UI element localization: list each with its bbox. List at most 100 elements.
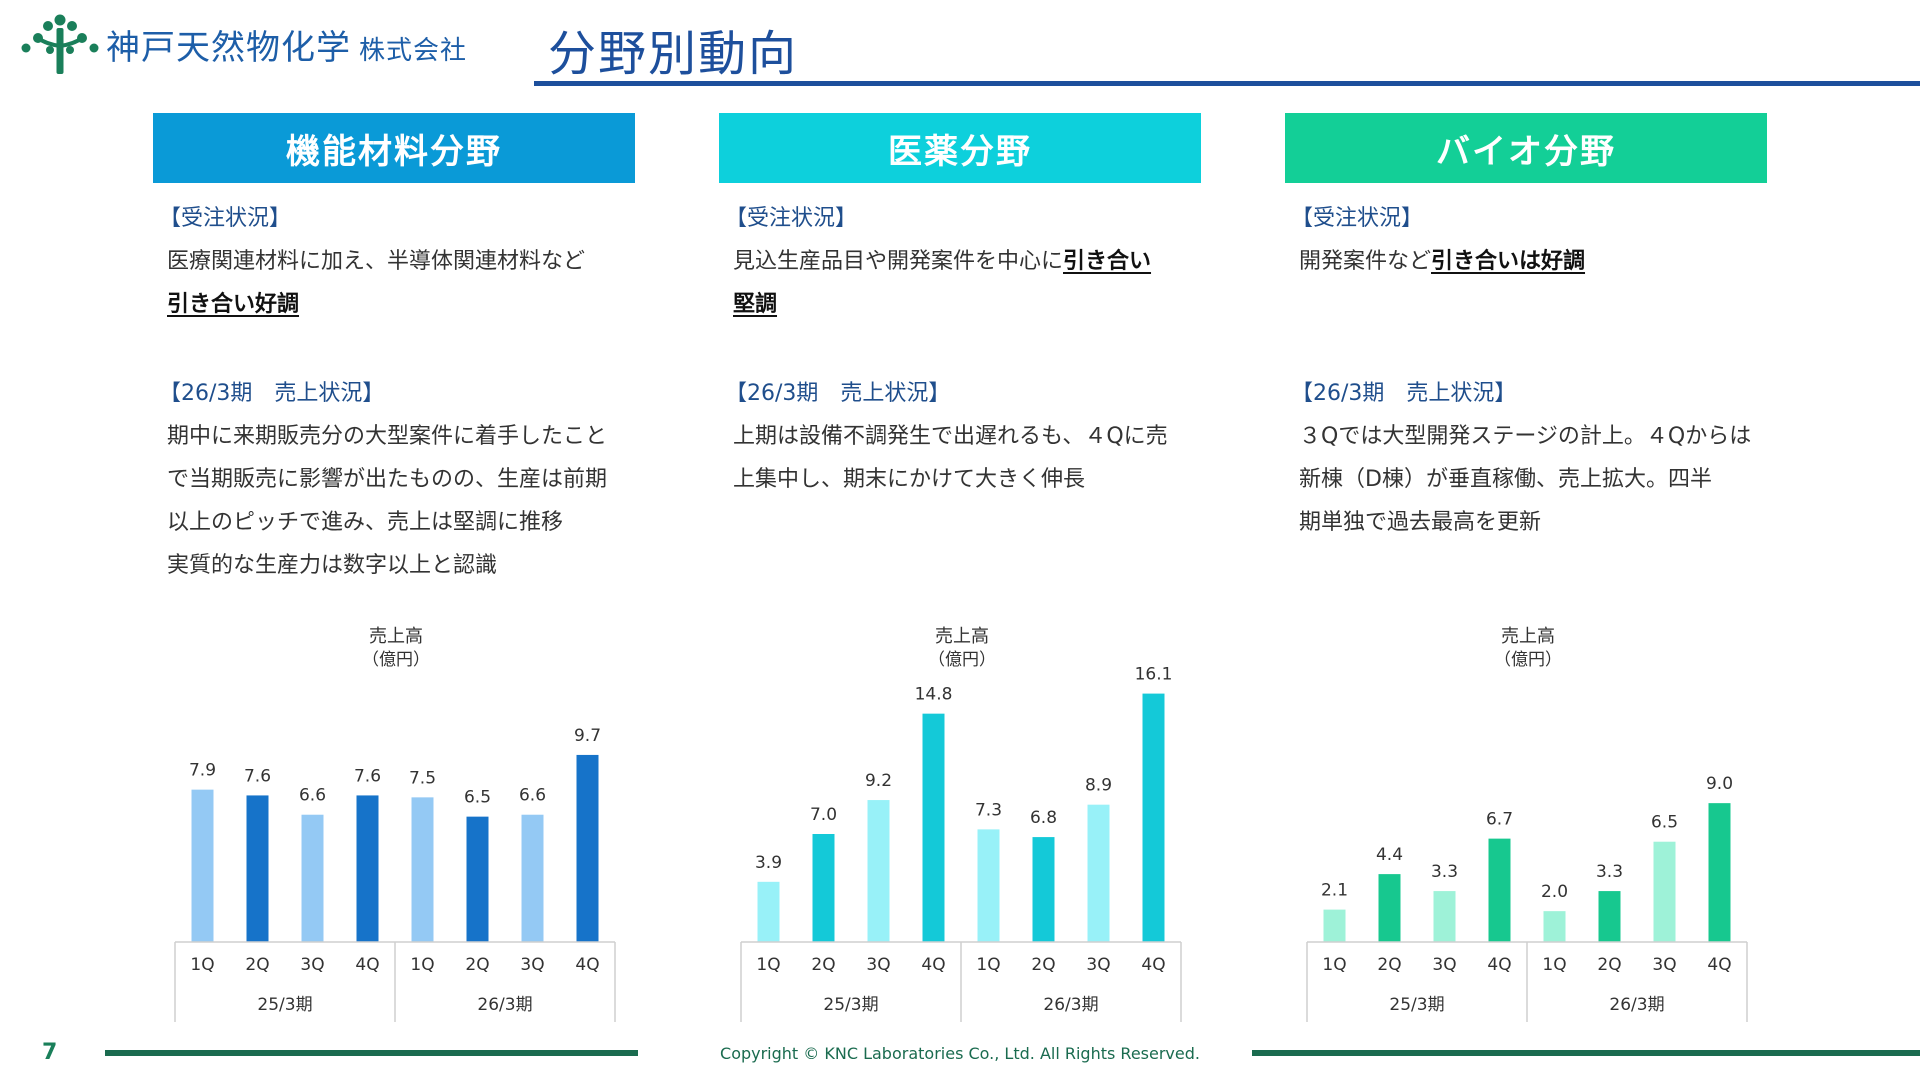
chart-bar [1488, 838, 1511, 942]
chart-unit: （億円） [1494, 650, 1562, 670]
bar-chart: 売上高 （億円） 2.1 1Q 4.4 2Q 3.3 3Q 6.7 4Q 2.0 1Q 3.3 2Q 6.5… [1306, 626, 1748, 1022]
page-number: 7 [42, 1040, 58, 1065]
chart-bar [521, 814, 544, 942]
chart-unit: （億円） [928, 650, 996, 670]
chart-data-label: 7.0 [810, 805, 837, 825]
chart-bar [246, 795, 269, 942]
chart-category-label: 1Q [410, 955, 434, 975]
chart-group-label: 25/3期 [257, 995, 312, 1015]
tree-logo-icon [21, 14, 99, 74]
chart-data-label: 7.9 [189, 761, 216, 781]
chart-bar [1708, 803, 1731, 942]
footer-rule-right [1252, 1050, 1920, 1056]
chart-bar [922, 713, 945, 942]
title-underline [534, 81, 1920, 86]
chart-category-label: 3Q [300, 955, 324, 975]
sales-status-line: 期中に来期販売分の大型案件に着手したこと [167, 424, 608, 449]
order-status-text: 見込生産品目や開発案件を中心に [733, 249, 1064, 274]
chart-category-label: 4Q [1707, 955, 1731, 975]
order-status-line: 引き合い好調 [167, 286, 299, 318]
chart-group-label: 26/3期 [1609, 995, 1664, 1015]
bar-chart: 売上高 （億円） 7.9 1Q 7.6 2Q 6.6 3Q 7.6 4Q 7.5 1Q 6.5 2Q 6.6… [174, 626, 616, 1022]
chart-category-label: 4Q [1141, 955, 1165, 975]
sales-status-label: 【26/3期 売上状況】 [1291, 381, 1517, 406]
chart-category-label: 4Q [355, 955, 379, 975]
copyright: Copyright © KNC Laboratories Co., Ltd. A… [720, 1044, 1200, 1063]
column-header: 機能材料分野 [153, 113, 635, 183]
order-status-line: 医療関連材料に加え、半導体関連材料など [167, 249, 586, 274]
chart-category-label: 4Q [575, 955, 599, 975]
chart-category-label: 1Q [190, 955, 214, 975]
chart-category-label: 4Q [921, 955, 945, 975]
chart-data-label: 6.8 [1030, 808, 1057, 828]
chart-title: 売上高 [1501, 626, 1555, 647]
chart-bar [1032, 837, 1055, 942]
bar-chart: 売上高 （億円） 3.9 1Q 7.0 2Q 9.2 3Q 14.8 4Q 7.3 1Q 6.8 2Q 8.… [740, 626, 1182, 1022]
chart-unit: （億円） [362, 650, 430, 670]
column-header: バイオ分野 [1285, 113, 1767, 183]
chart-data-label: 4.4 [1376, 845, 1403, 865]
order-status-label: 【受注状況】 [1291, 206, 1424, 231]
chart-category-label: 1Q [1322, 955, 1346, 975]
chart-data-label: 9.0 [1706, 774, 1733, 794]
order-status-emphasis: 引き合い [1063, 249, 1152, 274]
chart-category-label: 1Q [756, 955, 780, 975]
chart-title: 売上高 [935, 626, 989, 647]
chart-category-label: 3Q [866, 955, 890, 975]
column-bio: バイオ分野 【受注状況】 開発案件など引き合いは好調 【26/3期 売上状況】 … [1285, 113, 1767, 535]
column-functional-materials: 機能材料分野 【受注状況】 医療関連材料に加え、半導体関連材料など 引き合い好調… [153, 113, 635, 578]
chart-data-label: 3.3 [1596, 862, 1623, 882]
chart-category-label: 4Q [1487, 955, 1511, 975]
chart-data-label: 2.0 [1541, 882, 1568, 902]
sales-status-line: 上期は設備不調発生で出遅れるも、４Qに売 [733, 424, 1168, 449]
chart-bar [1653, 841, 1676, 942]
chart-bar [757, 881, 780, 942]
chart-category-label: 1Q [976, 955, 1000, 975]
chart-category-label: 3Q [1432, 955, 1456, 975]
chart-bar [411, 797, 434, 942]
chart-data-label: 6.5 [464, 788, 491, 808]
sales-chart-bio: 売上高 （億円） 2.1 1Q 4.4 2Q 3.3 3Q 6.7 4Q 2.0 1Q 3.3 2Q 6.5… [1285, 620, 1767, 1032]
page-title: 分野別動向 [548, 26, 799, 82]
sales-status-line: 実質的な生産力は数字以上と認識 [167, 553, 498, 578]
chart-data-label: 6.6 [519, 786, 546, 806]
chart-data-label: 6.7 [1486, 810, 1513, 830]
chart-category-label: 2Q [245, 955, 269, 975]
column-header: 医薬分野 [719, 113, 1201, 183]
chart-category-label: 3Q [1086, 955, 1110, 975]
chart-category-label: 2Q [1597, 955, 1621, 975]
order-status-label: 【受注状況】 [159, 206, 292, 231]
order-status-line: 見込生産品目や開発案件を中心に引き合い [733, 243, 1151, 275]
sales-status-line: で当期販売に影響が出たものの、生産は前期 [167, 467, 608, 492]
order-status-emphasis: 引き合い好調 [167, 292, 300, 317]
sales-chart-functional-materials: 売上高 （億円） 7.9 1Q 7.6 2Q 6.6 3Q 7.6 4Q 7.5 1Q 6.5 2Q 6.6… [153, 620, 635, 1032]
column-title: バイオ分野 [1436, 131, 1616, 172]
chart-data-label: 9.2 [865, 771, 892, 791]
chart-data-label: 8.9 [1085, 776, 1112, 796]
column-title: 機能材料分野 [286, 131, 502, 172]
chart-data-label: 7.6 [354, 766, 381, 786]
chart-category-label: 2Q [465, 955, 489, 975]
chart-category-label: 2Q [811, 955, 835, 975]
chart-data-label: 3.9 [755, 853, 782, 873]
company-name: 神戸天然物化学 株式会社 [106, 20, 467, 69]
chart-data-label: 14.8 [915, 685, 953, 705]
chart-category-label: 2Q [1377, 955, 1401, 975]
company-name-main: 神戸天然物化学 [106, 27, 351, 68]
order-status-emphasis: 引き合いは好調 [1431, 249, 1586, 274]
order-status-line: 開発案件など引き合いは好調 [1299, 243, 1585, 275]
chart-data-label: 7.6 [244, 766, 271, 786]
chart-category-label: 3Q [520, 955, 544, 975]
chart-title: 売上高 [369, 626, 423, 647]
chart-data-label: 3.3 [1431, 862, 1458, 882]
chart-data-label: 2.1 [1321, 881, 1348, 901]
sales-status-label: 【26/3期 売上状況】 [159, 381, 385, 406]
chart-data-label: 7.5 [409, 768, 436, 788]
chart-bar [576, 754, 599, 942]
sales-chart-pharmaceuticals: 売上高 （億円） 3.9 1Q 7.0 2Q 9.2 3Q 14.8 4Q 7.3 1Q 6.8 2Q 8.… [719, 620, 1201, 1032]
sales-status-line: 新棟（D棟）が垂直稼働、売上拡大。四半 [1299, 467, 1712, 492]
chart-bar [1142, 693, 1165, 942]
company-name-suffix: 株式会社 [359, 35, 468, 66]
chart-bar [1378, 874, 1401, 942]
order-status-text: 開発案件など [1299, 249, 1432, 274]
